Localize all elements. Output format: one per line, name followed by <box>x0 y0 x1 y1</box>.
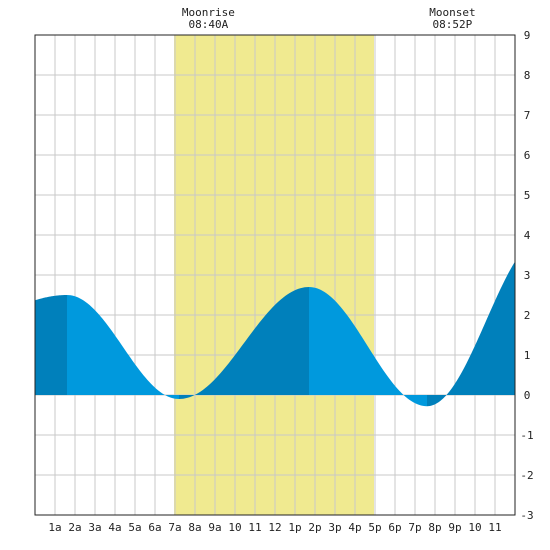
x-tick-label: 9a <box>208 521 221 534</box>
y-tick-label: 5 <box>524 189 531 202</box>
x-tick-label: 7p <box>408 521 421 534</box>
x-tick-label: 12 <box>268 521 281 534</box>
x-axis-labels: 1a 2a 3a 4a 5a 6a 7a 8a 9a 10 11 12 1p 2p 3p 4p 5p 6p 7p 8p… <box>48 521 501 534</box>
moon-event-label: Moonset <box>429 6 475 19</box>
x-tick-label: 3p <box>328 521 341 534</box>
rising-tide-segment <box>35 295 67 395</box>
plot-frame <box>34 34 516 516</box>
x-tick-label: 10 <box>468 521 481 534</box>
x-tick-label: 5a <box>128 521 141 534</box>
x-tick-label: 6a <box>148 521 161 534</box>
y-tick-label: 8 <box>524 69 531 82</box>
y-tick-label: 0 <box>524 389 531 402</box>
moon-event-time: 08:40A <box>189 18 229 31</box>
y-tick-label: 6 <box>524 149 531 162</box>
y-tick-label: 9 <box>524 29 531 42</box>
x-tick-label: 4a <box>108 521 121 534</box>
grid <box>35 35 515 515</box>
x-tick-label: 10 <box>228 521 241 534</box>
x-tick-label: 7a <box>168 521 181 534</box>
x-tick-label: 4p <box>348 521 361 534</box>
x-tick-label: 8p <box>428 521 441 534</box>
y-tick-label: -1 <box>520 429 533 442</box>
y-tick-label: 2 <box>524 309 531 322</box>
x-tick-label: 2a <box>68 521 81 534</box>
x-tick-label: 2p <box>308 521 321 534</box>
y-tick-label: 4 <box>524 229 531 242</box>
x-tick-label: 9p <box>448 521 461 534</box>
x-tick-label: 3a <box>88 521 101 534</box>
y-tick-label: 3 <box>524 269 531 282</box>
y-tick-label: 1 <box>524 349 531 362</box>
falling-tide-segment <box>67 295 179 399</box>
rising-tide-segment <box>427 261 515 407</box>
y-tick-label: 7 <box>524 109 531 122</box>
x-tick-label: 6p <box>388 521 401 534</box>
tide-area <box>35 261 515 407</box>
x-tick-label: 8a <box>188 521 201 534</box>
x-tick-label: 11 <box>488 521 501 534</box>
y-tick-label: -3 <box>520 509 533 522</box>
x-tick-label: 1p <box>288 521 301 534</box>
x-tick-label: 1a <box>48 521 61 534</box>
x-tick-label: 5p <box>368 521 381 534</box>
falling-tide-segment <box>309 287 427 407</box>
x-tick-label: 11 <box>248 521 261 534</box>
y-tick-label: -2 <box>520 469 533 482</box>
rising-tide-segment <box>179 287 309 399</box>
y-axis-labels: 9 8 7 6 5 4 3 2 1 0 -1 -2 -3 <box>520 29 533 522</box>
moon-event-label: Moonrise <box>182 6 235 19</box>
moon-event-time: 08:52P <box>433 18 473 31</box>
